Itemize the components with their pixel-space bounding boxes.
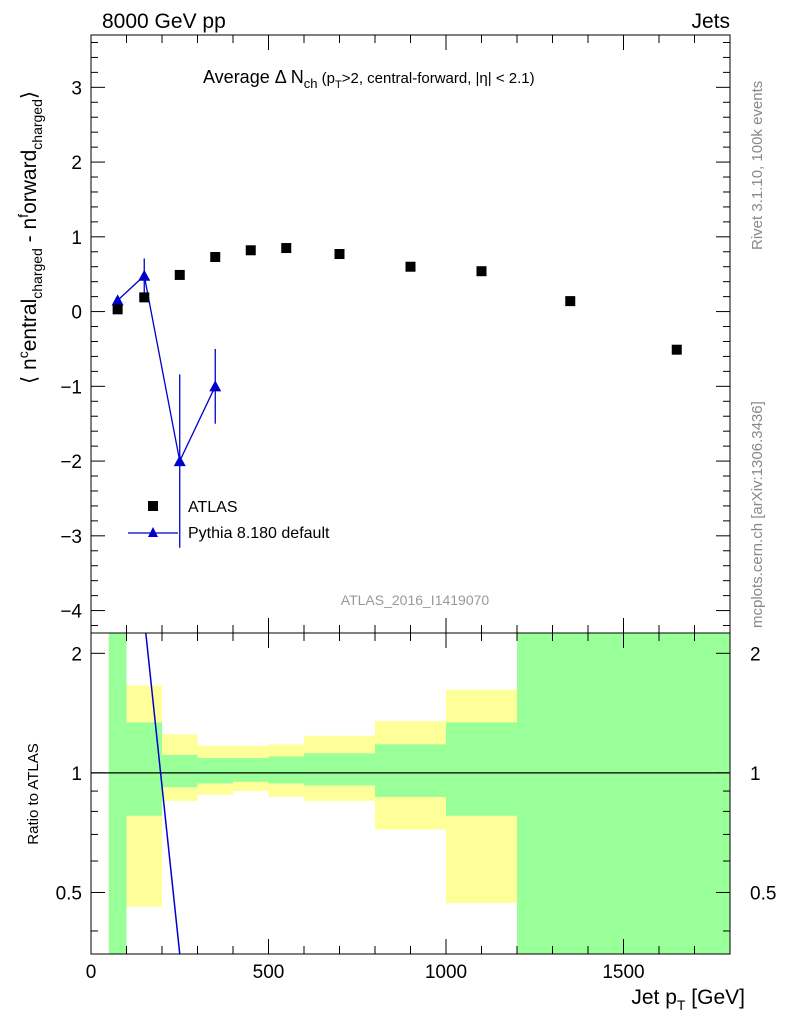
- header-jets: Jets: [691, 10, 730, 33]
- main-title: Average Δ Nch (pT>2, central-forward, |η…: [203, 67, 535, 91]
- atlas-point: [210, 252, 221, 263]
- ratio-y-ticks: 0.5 0.5 1 1 2 2: [56, 644, 776, 932]
- atlas-point: [671, 344, 682, 355]
- atlas-point: [174, 269, 185, 280]
- legend-pythia-marker: [148, 527, 158, 537]
- main-ytick-label: −1: [60, 377, 82, 398]
- ratio-xtick-label: 0: [86, 962, 97, 983]
- ratio-ytick-label-right: 1: [750, 764, 761, 785]
- ratio-band-green: [517, 633, 730, 954]
- rivet-label: Rivet 3.1.10, 100k events: [749, 81, 766, 250]
- pythia-point: [111, 294, 124, 306]
- atlas-series: [112, 243, 682, 355]
- main-ytick-label: 1: [71, 228, 82, 249]
- main-y-ticks: −4 −3 −2 −1 0 1 2 3: [60, 41, 730, 627]
- main-ytick-label: 3: [71, 78, 82, 99]
- ratio-band-green: [233, 758, 269, 782]
- ratio-band-green: [162, 754, 198, 788]
- atlas-point: [112, 304, 123, 315]
- ratio-band-green: [126, 722, 162, 816]
- ratio-xtick-label: 500: [253, 962, 285, 983]
- main-x-ticks: [90, 35, 731, 633]
- pythia-point: [138, 269, 151, 281]
- main-frame: [90, 34, 731, 634]
- ratio-ytick-label-right: 0.5: [750, 883, 776, 904]
- atlas-point: [565, 296, 576, 307]
- pythia-point: [173, 455, 186, 467]
- atlas-point: [245, 245, 256, 256]
- legend: ATLAS Pythia 8.180 default: [128, 499, 330, 542]
- pythia-line: [117, 274, 216, 464]
- main-ylabel: ⟨ ncentralcharged - nforwardcharged⟩: [15, 91, 45, 384]
- header-energy: 8000 GeV pp: [102, 10, 226, 33]
- ratio-band-green: [197, 758, 233, 784]
- analysis-id: ATLAS_2016_I1419070: [341, 592, 490, 608]
- ratio-band-green: [108, 633, 127, 954]
- ratio-band-green: [375, 744, 446, 797]
- ratio-band-green: [446, 722, 517, 816]
- ratio-bands: [108, 633, 730, 954]
- ratio-ytick-label: 0.5: [56, 883, 82, 904]
- main-ytick-label: −3: [60, 527, 82, 548]
- main-ytick-label: −4: [60, 602, 82, 623]
- pythia-series: [111, 258, 222, 548]
- pythia-point: [209, 380, 222, 392]
- main-ytick-label: 0: [71, 303, 82, 324]
- atlas-point: [334, 249, 345, 260]
- atlas-point: [405, 261, 416, 272]
- ratio-xtick-label: 1500: [602, 962, 644, 983]
- ratio-ytick-label: 1: [71, 764, 82, 785]
- ratio-xlabel: Jet pT [GeV]: [631, 986, 745, 1013]
- atlas-point: [281, 243, 292, 254]
- ratio-ylabel: Ratio to ATLAS: [25, 743, 42, 844]
- ratio-xtick-label: 1000: [425, 962, 467, 983]
- ratio-ytick-label: 2: [71, 644, 82, 665]
- main-ytick-label: 2: [71, 153, 82, 174]
- ratio-band-green: [268, 756, 304, 784]
- main-ytick-label: −2: [60, 452, 82, 473]
- main-panel: Average Δ Nch (pT>2, central-forward, |η…: [15, 34, 731, 634]
- atlas-point: [476, 266, 487, 277]
- ratio-panel: Ratio to ATLAS 0.5 0.5 1 1 2 2 0 500 1000 1500 J…: [25, 632, 776, 1013]
- atlas-point: [139, 292, 150, 303]
- ratio-x-ticks: 0 500 1000 1500: [86, 633, 731, 983]
- ratio-band-green: [304, 753, 375, 786]
- ratio-ytick-label-right: 2: [750, 644, 761, 665]
- legend-atlas-label: ATLAS: [188, 499, 238, 516]
- legend-pythia-label: Pythia 8.180 default: [188, 525, 330, 542]
- mcplots-label: mcplots.cern.ch [arXiv:1306.3436]: [749, 401, 766, 628]
- ratio-pythia-line: [145, 633, 181, 954]
- legend-atlas-marker: [148, 501, 158, 511]
